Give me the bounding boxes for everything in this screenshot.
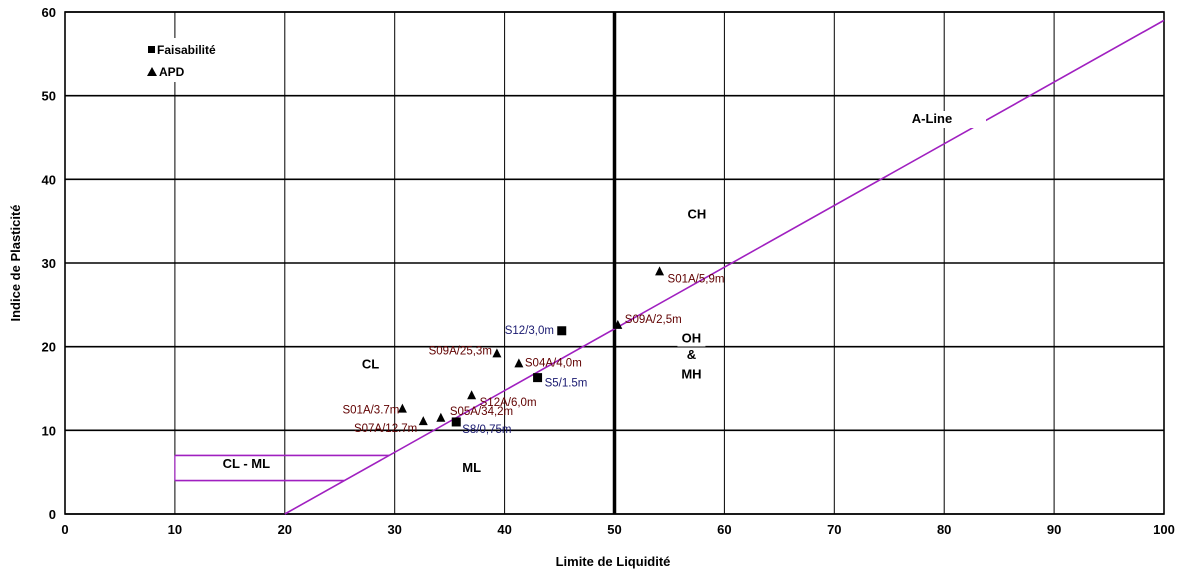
legend-triangle-marker — [147, 67, 157, 76]
x-tick-label: 60 — [717, 522, 731, 537]
y-axis-label: Indice de Plasticité — [8, 204, 23, 321]
y-tick-label: 20 — [42, 340, 56, 355]
point-square-marker — [557, 326, 567, 336]
point-label: S09A/25,3m — [429, 345, 492, 357]
point-label: S12/3,0m — [505, 325, 554, 337]
zone-label-oh: OH — [682, 330, 702, 345]
zone-label-mh: MH — [681, 366, 701, 381]
x-tick-label: 90 — [1047, 522, 1061, 537]
x-tick-label: 70 — [827, 522, 841, 537]
point-triangle-marker — [467, 390, 477, 400]
legend-item-apd: APD — [159, 65, 185, 79]
y-tick-label: 10 — [42, 423, 56, 438]
legend-square-marker — [148, 46, 155, 53]
point-label: S5/1.5m — [545, 378, 588, 390]
x-tick-label: 0 — [61, 522, 68, 537]
y-tick-label: 60 — [42, 5, 56, 20]
point-label: S09A/2,5m — [625, 314, 682, 326]
point-triangle-marker — [613, 319, 623, 329]
x-tick-label: 50 — [607, 522, 621, 537]
point-label: S01A/3.7m — [342, 405, 399, 417]
zone-label-bg — [681, 348, 701, 364]
x-tick-label: 80 — [937, 522, 951, 537]
legend-item-faisabilite: Faisabilité — [157, 43, 216, 57]
zone-label-: & — [687, 347, 696, 362]
point-triangle-marker — [492, 348, 502, 358]
y-tick-label: 0 — [49, 507, 56, 522]
point-label: S8/0,75m — [462, 424, 511, 436]
point-square-marker — [533, 373, 543, 383]
a-line-label-bg — [902, 111, 986, 128]
zone-label-cl-ml: CL - ML — [223, 456, 270, 471]
data-points: S12/3,0m S5/1.5m S8/0,75m S01A/5,9m S09A/2,5… — [342, 266, 724, 436]
x-tick-label: 100 — [1153, 522, 1175, 537]
x-tick-label: 10 — [168, 522, 182, 537]
zone-label-ml: ML — [462, 460, 481, 475]
zone-labels: CH CL CL - ML ML OH & MH — [209, 207, 711, 477]
point-label: S12A/6,0m — [480, 397, 537, 409]
tick-labels: 0 10 20 30 40 50 60 70 80 90 100 0 10 20 30 40 50 60 — [42, 5, 1175, 537]
x-tick-label: 40 — [497, 522, 511, 537]
y-tick-label: 50 — [42, 89, 56, 104]
zone-label-bg — [209, 456, 283, 472]
x-axis-label: Limite de Liquidité — [556, 554, 671, 569]
zone-label-bg — [356, 357, 385, 373]
reference-lines: A-Line — [174, 12, 1165, 515]
zone-label-bg — [457, 461, 486, 477]
point-label: S04A/4,0m — [525, 357, 582, 369]
point-label: S07A/12.7m — [354, 423, 417, 435]
x-tick-label: 30 — [387, 522, 401, 537]
a-line — [284, 19, 1165, 515]
point-triangle-marker — [655, 266, 665, 276]
zone-label-ch: CH — [688, 207, 707, 222]
y-tick-label: 40 — [42, 172, 56, 187]
point-label: S05A/34,2m — [450, 406, 513, 418]
legend: Faisabilité APD — [143, 38, 241, 82]
zone-label-bg — [682, 207, 711, 223]
point-triangle-marker — [514, 358, 524, 368]
legend-box — [143, 38, 241, 82]
point-square-marker — [451, 417, 461, 427]
point-label: S01A/5,9m — [668, 273, 725, 285]
point-triangle-marker — [436, 412, 446, 422]
zone-label-bg — [677, 331, 706, 347]
zone-label-bg — [677, 367, 706, 383]
zone-label-cl: CL — [362, 356, 379, 371]
point-triangle-marker — [397, 403, 407, 413]
point-triangle-marker — [418, 416, 428, 426]
a-line-label: A-Line — [912, 111, 952, 126]
y-tick-label: 30 — [42, 256, 56, 271]
x-tick-label: 20 — [278, 522, 292, 537]
